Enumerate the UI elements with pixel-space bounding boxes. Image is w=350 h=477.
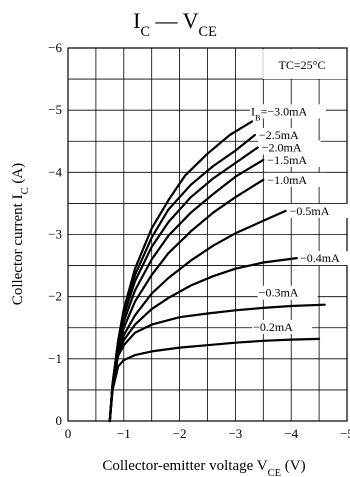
y-tick-label: −1 <box>48 351 62 366</box>
series-line <box>108 337 321 423</box>
series-label-bg <box>260 140 321 155</box>
series-label-bg <box>299 251 350 266</box>
series-labels: IB=−3.0mA −2.5mA−2.0mA−1.5mA −1.0mA −0.5mA −… <box>250 104 350 334</box>
y-tick-label: −4 <box>48 164 62 179</box>
series-curves <box>108 120 326 423</box>
y-tick-label: −3 <box>48 227 62 242</box>
series-label-bg <box>266 152 327 167</box>
y-tick-label: −6 <box>48 40 62 55</box>
plot-frame <box>67 47 348 422</box>
chart-title: IC — VCE <box>133 8 217 40</box>
series-label: −0.4mA <box>300 251 340 265</box>
series-label: −1.5mA <box>267 153 307 167</box>
x-tick-label: −5 <box>340 426 350 441</box>
series-label: −2.0mA <box>262 140 302 154</box>
title-text: IC — VCE <box>133 8 217 40</box>
series-label-bg <box>257 285 318 300</box>
y-tick-label: −5 <box>48 102 62 117</box>
x-tick-label: −4 <box>284 426 298 441</box>
temperature-annotation: TC=25°C <box>279 58 326 72</box>
series-label: −0.3mA <box>259 286 299 300</box>
series-line <box>108 209 287 423</box>
axis-labels: Collector-emitter voltage VCE (V) Collect… <box>10 163 306 477</box>
x-tick-label: −2 <box>173 426 187 441</box>
series-label: IB=−3.0mA <box>251 104 307 122</box>
series-label: −0.2mA <box>253 320 293 334</box>
y-tick-label: 0 <box>56 413 63 428</box>
y-tick-label: −2 <box>48 289 62 304</box>
series-label-bg <box>252 319 313 334</box>
series-label-bg <box>266 172 327 187</box>
x-axis-label: Collector-emitter voltage VCE (V) <box>102 458 305 477</box>
plot-border <box>67 47 348 422</box>
x-tick-label: −1 <box>117 426 131 441</box>
x-tick-label: −3 <box>228 426 242 441</box>
x-tick-label: 0 <box>65 426 72 441</box>
annotation: TC=25°C <box>263 49 346 79</box>
series-label-bg <box>250 104 326 119</box>
axis-ticks: 0 −1 −2 −3 −4 −5 0 −1 −2 −3 −4 −5 −6 <box>48 40 350 441</box>
annotation-bg <box>263 49 346 79</box>
series-label: −2.5mA <box>259 128 299 142</box>
series-line <box>108 303 326 423</box>
series-label: −1.0mA <box>267 173 307 187</box>
y-axis-label: Collector current IC (A) <box>10 163 31 305</box>
series-label-bg <box>288 203 349 218</box>
series-label-bg <box>257 128 318 143</box>
series-label: −0.5mA <box>290 204 330 218</box>
